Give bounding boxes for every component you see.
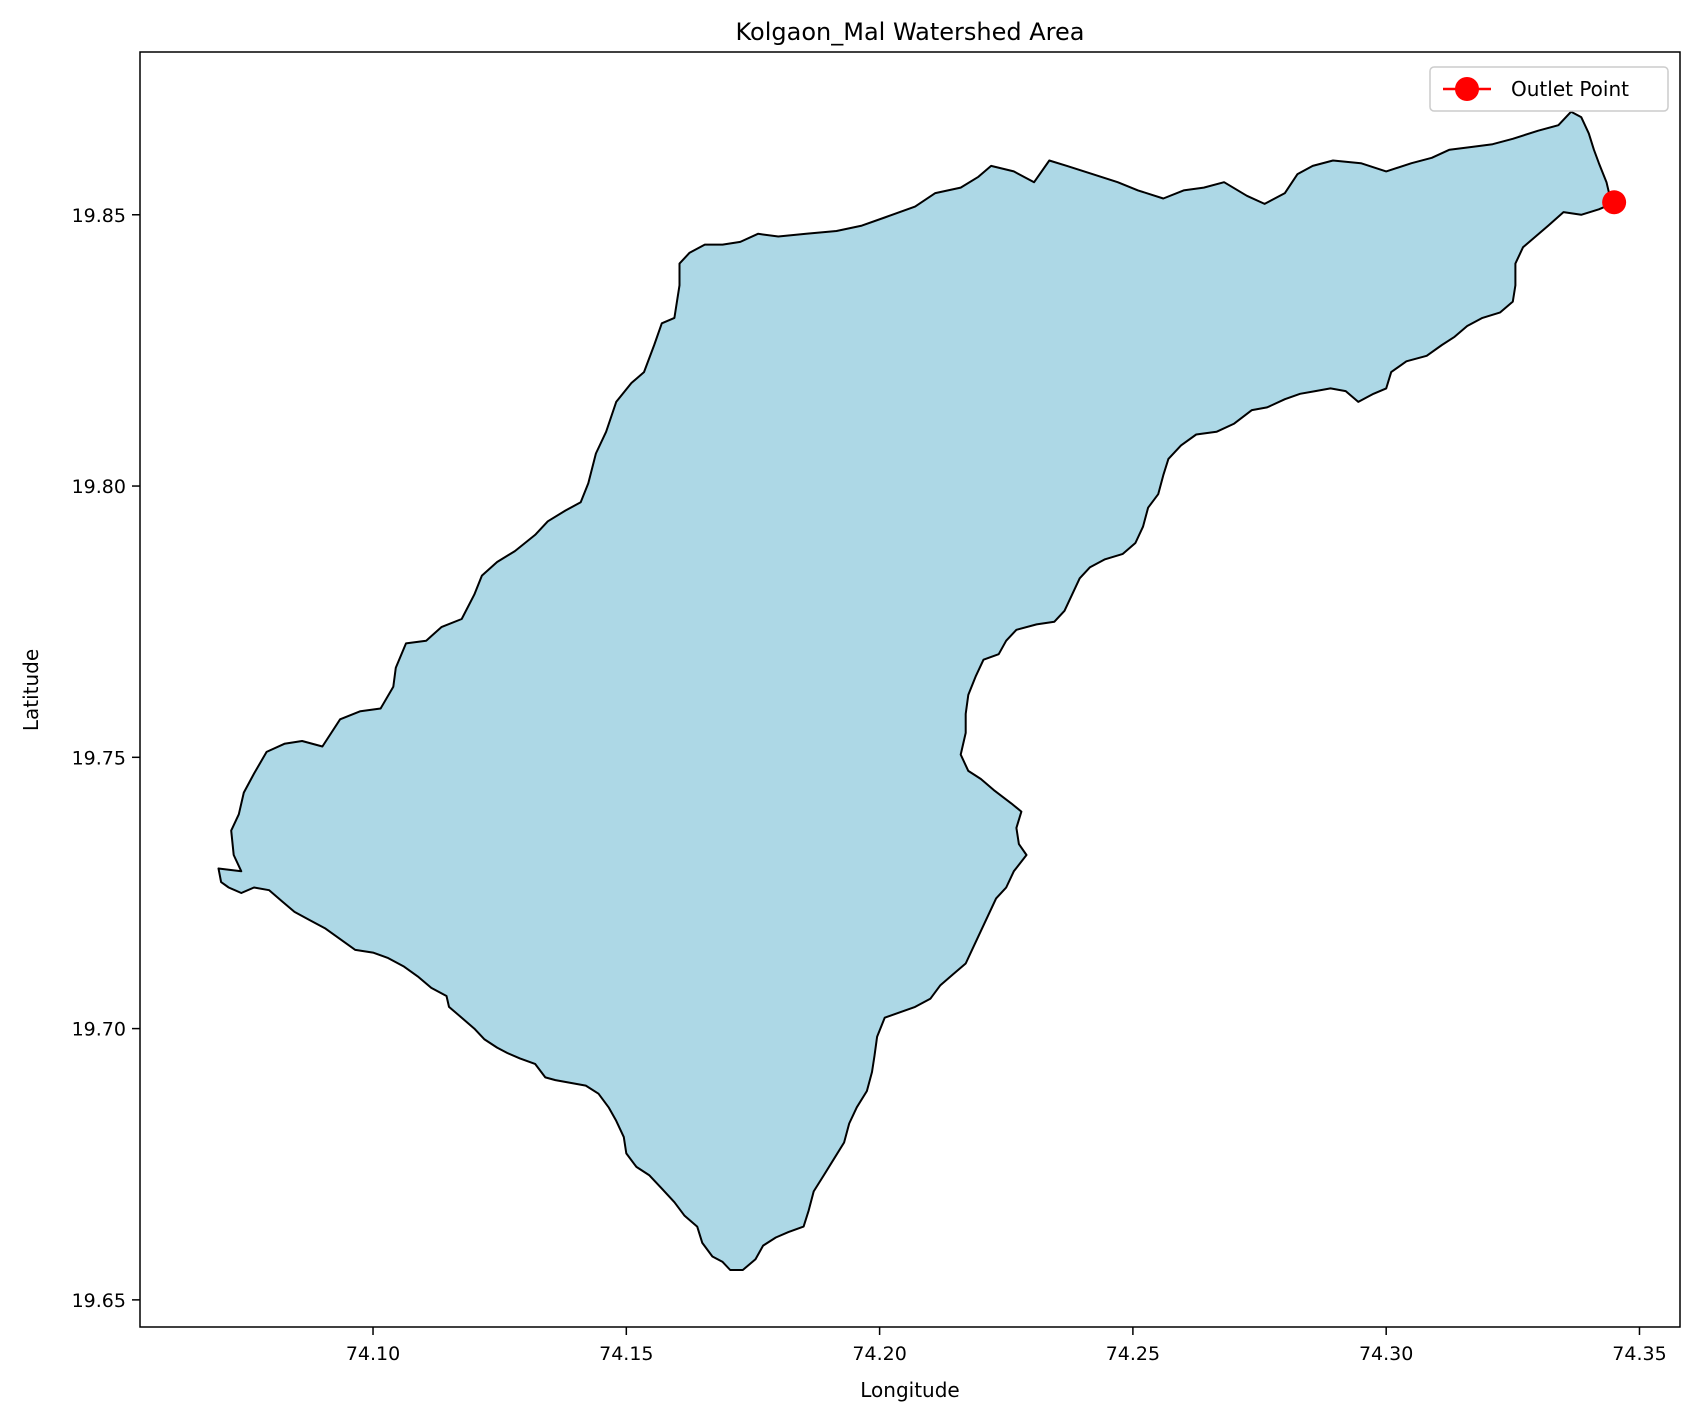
x-axis: 74.10 74.15 74.20 74.25 74.30 74.35 [346,1327,1667,1365]
y-tick-label: 19.70 [72,1019,126,1041]
x-tick-label: 74.25 [1106,1343,1160,1365]
legend-box [1429,66,1669,112]
y-axis: 19.65 19.70 19.75 19.80 19.85 [72,205,140,1312]
x-tick-label: 74.15 [599,1343,653,1365]
watershed-polygon [217,110,1613,1271]
y-tick-label: 19.80 [72,476,126,498]
outlet-point-marker [1602,190,1627,215]
y-tick-label: 19.85 [72,205,126,227]
y-tick-label: 19.75 [72,747,126,769]
legend-label-outlet-point: Outlet Point [1511,77,1629,101]
y-tick-label: 19.65 [72,1290,126,1312]
legend: Outlet Point [1429,66,1669,112]
chart-title: Kolgaon_Mal Watershed Area [736,18,1085,46]
x-tick-label: 74.20 [852,1343,906,1365]
x-tick-label: 74.35 [1612,1343,1666,1365]
legend-marker [1455,77,1479,101]
x-tick-label: 74.30 [1359,1343,1413,1365]
y-axis-label: Latitude [19,649,43,731]
x-axis-label: Longitude [860,1378,959,1402]
plot-area [217,110,1627,1271]
x-tick-label: 74.10 [346,1343,400,1365]
axes-frame [139,51,1681,1328]
